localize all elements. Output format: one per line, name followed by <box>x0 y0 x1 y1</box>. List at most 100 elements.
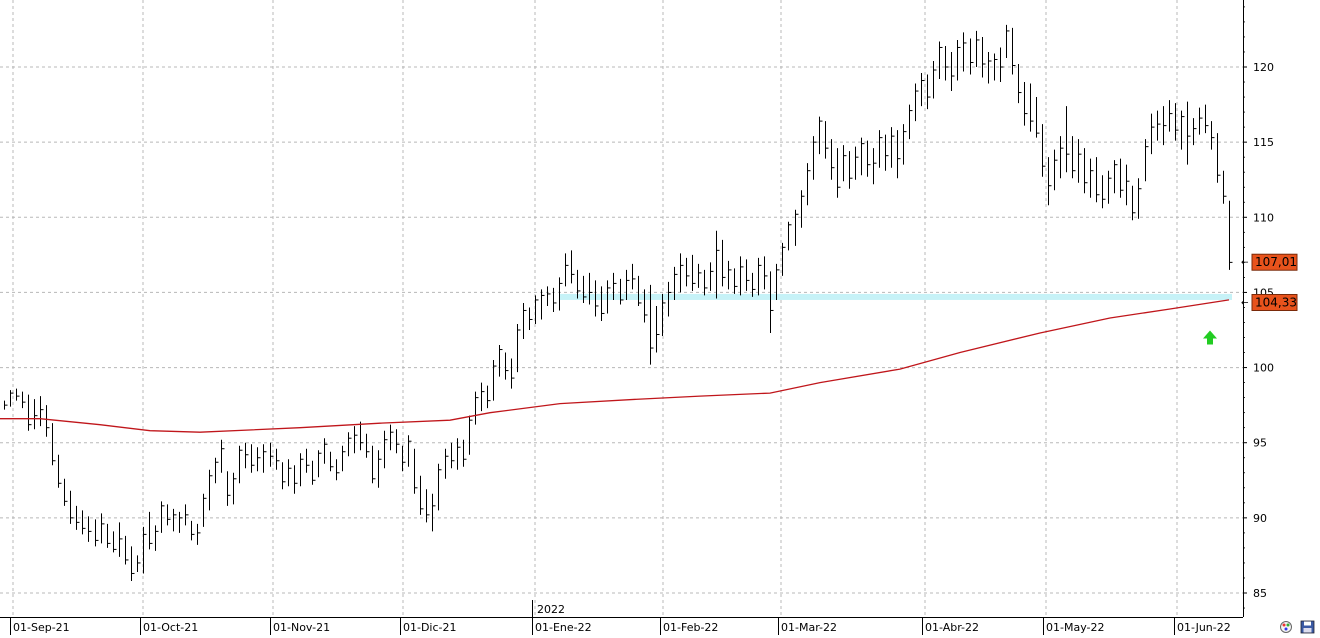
ohlc-bar <box>1223 170 1227 204</box>
svg-text:←: ← <box>1241 258 1249 268</box>
ohlc-bar <box>312 460 316 485</box>
ohlc-bar <box>1169 100 1173 132</box>
x-tick-label: 01-Sep-21 <box>13 621 70 634</box>
ohlc-bar <box>173 508 177 532</box>
ohlc-bar <box>577 269 581 299</box>
signal-up-arrow-icon <box>1203 330 1217 345</box>
ohlc-bar <box>589 272 593 305</box>
price-tags: ← 107,01 ← 104,33 <box>1241 253 1298 311</box>
ohlc-bar <box>1151 113 1155 155</box>
ohlc-bar <box>607 280 611 314</box>
ohlc-bar <box>487 385 491 409</box>
color-palette-icon[interactable] <box>1279 619 1294 633</box>
ohlc-bar <box>1000 47 1004 83</box>
ohlc-bar <box>674 266 678 300</box>
ohlc-bar <box>547 286 551 306</box>
ohlc-bar <box>300 453 304 487</box>
ohlc-bar <box>1012 27 1016 75</box>
ohlc-bar <box>831 139 835 180</box>
ohlc-bar <box>1163 106 1167 146</box>
ohlc-bar <box>764 256 768 290</box>
ohlc-bar <box>22 391 26 409</box>
ohlc-bar <box>257 447 261 472</box>
ohlc-bar <box>348 432 352 457</box>
ohlc-bar <box>125 535 129 565</box>
ohlc-bar <box>668 281 672 317</box>
ohlc-bar <box>239 445 243 484</box>
ohlc-bar <box>1175 103 1179 141</box>
ohlc-bar <box>1072 136 1076 179</box>
ohlc-bar <box>1199 107 1203 135</box>
ohlc-bar <box>366 433 370 458</box>
ohlc-bar <box>716 230 720 299</box>
ohlc-bar <box>1126 164 1130 206</box>
ohlc-bar <box>432 493 436 532</box>
ohlc-bar <box>167 504 171 526</box>
ohlc-bars <box>4 24 1233 581</box>
ohlc-bar <box>191 520 195 541</box>
ohlc-bar <box>945 45 949 81</box>
ohlc-bar <box>734 268 738 294</box>
ohlc-bar <box>903 124 907 165</box>
ohlc-bar <box>601 286 605 321</box>
ohlc-bar <box>414 448 418 494</box>
ohlc-bar <box>511 358 515 389</box>
ohlc-bar <box>463 439 467 467</box>
ohlc-bar <box>632 263 636 290</box>
ohlc-bar <box>1193 118 1197 146</box>
axes <box>0 0 1247 635</box>
ohlc-bar <box>438 463 442 511</box>
ohlc-bar <box>807 163 811 206</box>
ohlc-bar <box>867 140 871 177</box>
ohlc-bar <box>644 289 648 323</box>
ohlc-bar <box>1036 97 1040 138</box>
ohlc-bar <box>1090 158 1094 198</box>
ohlc-bar <box>710 262 714 291</box>
ohlc-bar <box>897 130 901 179</box>
ohlc-bar <box>728 260 732 290</box>
ohlc-bar <box>692 254 696 291</box>
ohlc-bar <box>994 53 998 81</box>
support-band <box>560 293 1232 300</box>
ohlc-bar <box>113 531 117 553</box>
ohlc-bar <box>318 450 322 478</box>
ohlc-bar <box>921 73 925 107</box>
ohlc-bar <box>1145 139 1149 182</box>
ohlc-bar <box>813 136 817 180</box>
gridlines <box>0 0 1243 617</box>
ohlc-bar <box>64 478 68 506</box>
ohlc-bar <box>1114 160 1118 194</box>
ohlc-bar <box>499 345 503 377</box>
ohlc-bar <box>1120 158 1124 198</box>
y-tick-label: 100 <box>1253 362 1274 375</box>
save-disk-icon[interactable] <box>1300 619 1315 634</box>
ohlc-bar <box>493 360 497 401</box>
ohlc-bar <box>825 121 829 159</box>
ohlc-bar <box>819 116 823 155</box>
ohlc-bar <box>445 448 449 479</box>
ohlc-bar <box>758 257 762 296</box>
ohlc-bar <box>227 471 231 506</box>
y-tick-label: 110 <box>1253 211 1274 224</box>
ohlc-bar <box>1018 63 1022 104</box>
x-tick-label: 01-Oct-21 <box>143 621 198 634</box>
ohlc-bar <box>1066 106 1070 173</box>
ohlc-bar <box>1181 110 1185 150</box>
price-tag: ← 104,33 <box>1241 293 1298 311</box>
ohlc-bar <box>372 445 376 484</box>
ohlc-bar <box>680 253 684 293</box>
x-tick-label: 01-Jun-22 <box>1177 621 1231 634</box>
ohlc-bar <box>782 242 786 276</box>
ohlc-bar <box>451 442 455 469</box>
svg-text:←: ← <box>1241 298 1249 308</box>
ohlc-bar <box>861 137 865 176</box>
ohlc-bar <box>529 307 533 330</box>
ohlc-bar <box>40 396 44 427</box>
x-tick-label: 01-Abr-22 <box>925 621 979 634</box>
ohlc-bar <box>28 394 32 431</box>
ohlc-bar <box>70 490 74 524</box>
ohlc-bar <box>698 263 702 288</box>
ohlc-bar <box>982 36 986 78</box>
ohlc-bar <box>384 430 388 469</box>
ohlc-bar <box>613 272 617 300</box>
